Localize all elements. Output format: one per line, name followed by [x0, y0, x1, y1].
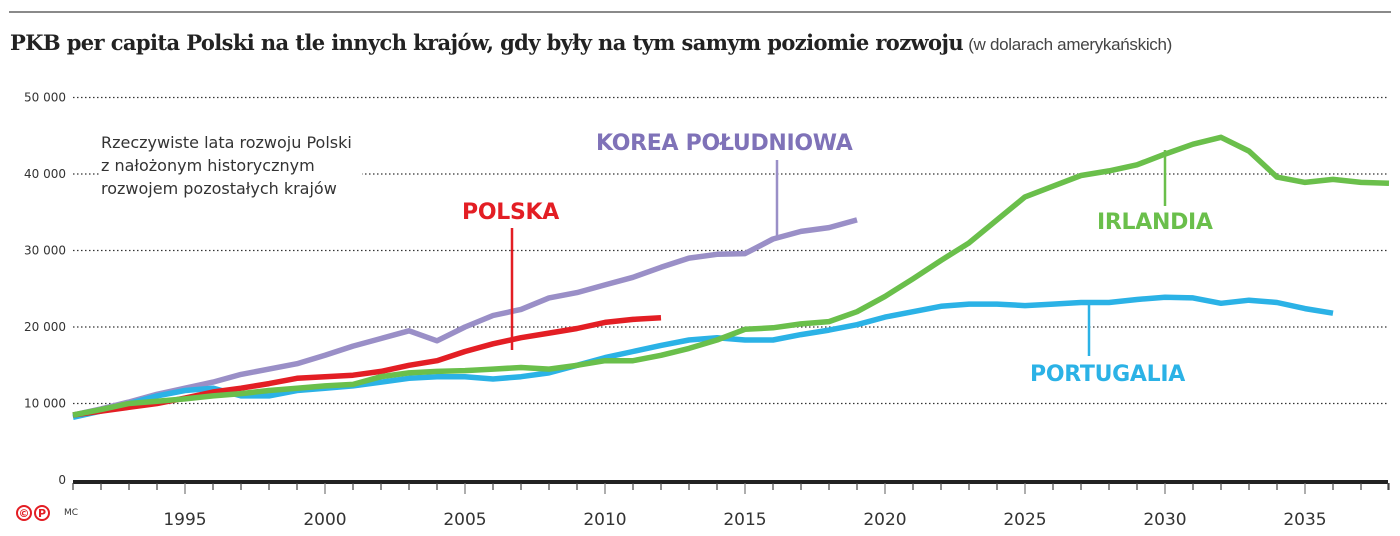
- y-tick-label: 50 000: [24, 91, 66, 105]
- x-tick-label: 2020: [863, 510, 906, 530]
- chart-title: PKB per capita Polski na tle innych kraj…: [10, 30, 1172, 55]
- credits: © P MC: [16, 505, 78, 521]
- x-tick-label: 2015: [723, 510, 766, 530]
- y-tick-label: 40 000: [24, 167, 66, 181]
- x-tick-label: 2005: [443, 510, 486, 530]
- y-tick-label: 10 000: [24, 397, 66, 411]
- chart-title-unit: (w dolarach amerykańskich): [968, 35, 1173, 54]
- annotation-line-3: rozwojem pozostałych krajów: [101, 179, 337, 198]
- chart-annotation: Rzeczywiste lata rozwoju Polski z nałożo…: [101, 131, 362, 200]
- x-tick-label: 1995: [163, 510, 206, 530]
- y-tick-label: 30 000: [24, 244, 66, 258]
- series-line-korea: [72, 217, 858, 418]
- x-tick-label: 2010: [583, 510, 626, 530]
- y-tick-label: 20 000: [24, 320, 66, 334]
- x-tick-label: 2035: [1283, 510, 1326, 530]
- p-icon: P: [34, 505, 50, 521]
- x-tick-label: 2000: [303, 510, 346, 530]
- annotation-line-1: Rzeczywiste lata rozwoju Polski: [101, 133, 352, 152]
- label-polska: POLSKA: [462, 200, 559, 225]
- y-tick-label: 0: [58, 473, 66, 487]
- x-tick-label: 2025: [1003, 510, 1046, 530]
- author-initials: MC: [64, 508, 79, 518]
- annotation-line-2: z nałożonym historycznym: [101, 156, 315, 175]
- x-tick-label: 2030: [1143, 510, 1186, 530]
- series-line-irlandia: [72, 134, 1390, 418]
- label-korea: KOREA POŁUDNIOWA: [596, 131, 853, 156]
- label-irlandia: IRLANDIA: [1097, 210, 1213, 235]
- copyright-icon: ©: [16, 505, 32, 521]
- chart-title-main: PKB per capita Polski na tle innych kraj…: [10, 30, 964, 55]
- series-line-portugalia: [72, 294, 1334, 420]
- top-rule: [9, 11, 1391, 13]
- label-portugalia: PORTUGALIA: [1030, 362, 1185, 387]
